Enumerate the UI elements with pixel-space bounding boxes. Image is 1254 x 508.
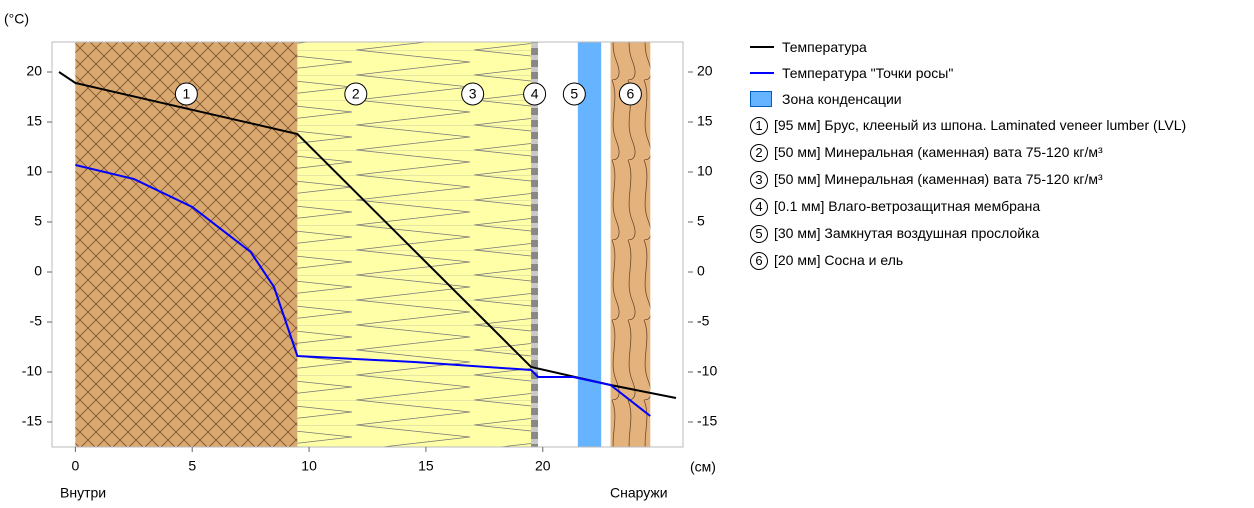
y2-tick-label: 5 bbox=[697, 213, 705, 229]
layer-description: [50 мм] Минеральная (каменная) вата 75-1… bbox=[774, 144, 1103, 160]
layer-number: 2 bbox=[750, 144, 768, 162]
layer-number: 1 bbox=[182, 86, 190, 102]
layer-number: 6 bbox=[750, 252, 768, 270]
legend: Температура Температура "Точки росы" Зона … bbox=[748, 38, 1248, 278]
y-tick-label: 15 bbox=[26, 113, 42, 129]
layer-legend-entry: 4 [0.1 мм] Влаго-ветрозащитная мембрана bbox=[748, 197, 1248, 216]
layer-number: 3 bbox=[469, 86, 477, 102]
x-tick-label: 0 bbox=[71, 458, 79, 474]
layer-description: [0.1 мм] Влаго-ветрозащитная мембрана bbox=[774, 198, 1040, 214]
legend-symbol bbox=[748, 64, 782, 82]
y2-tick-label: -15 bbox=[697, 413, 717, 429]
layer-number: 1 bbox=[750, 117, 768, 135]
layer-legend-entry: 5 [30 мм] Замкнутая воздушная прослойка bbox=[748, 224, 1248, 243]
layer-legend-entry: 3 [50 мм] Минеральная (каменная) вата 75-… bbox=[748, 170, 1248, 189]
y2-tick-label: -5 bbox=[697, 313, 710, 329]
y-tick-label: 20 bbox=[26, 63, 42, 79]
x-tick-label: 20 bbox=[535, 458, 551, 474]
layer-legend-entry: 6 [20 мм] Сосна и ель bbox=[748, 251, 1248, 270]
legend-symbol bbox=[748, 90, 782, 108]
y2-tick-label: 0 bbox=[697, 263, 705, 279]
x-tick-label: 10 bbox=[301, 458, 317, 474]
layer-legend-entry: 1 [95 мм] Брус, клееный из шпона. Laminat… bbox=[748, 116, 1248, 135]
layer-number: 4 bbox=[531, 86, 539, 102]
y-axis-label: (°C) bbox=[4, 11, 29, 27]
y2-tick-label: 10 bbox=[697, 163, 713, 179]
legend-entry: Температура bbox=[748, 38, 1248, 56]
y2-tick-label: 20 bbox=[697, 63, 713, 79]
layer-description: [50 мм] Минеральная (каменная) вата 75-1… bbox=[774, 171, 1103, 187]
y-tick-label: -5 bbox=[30, 313, 43, 329]
layer-description: [30 мм] Замкнутая воздушная прослойка bbox=[774, 225, 1039, 241]
x-axis-label: (см) bbox=[690, 459, 716, 475]
x-tick-label: 15 bbox=[418, 458, 434, 474]
page: (°C) -15-15-10-10-5-50055101015152020051… bbox=[0, 0, 1254, 508]
layer-legend-entry: 2 [50 мм] Минеральная (каменная) вата 75-… bbox=[748, 143, 1248, 162]
y-tick-label: -15 bbox=[22, 413, 42, 429]
y-tick-label: 5 bbox=[34, 213, 42, 229]
legend-entry: Температура "Точки росы" bbox=[748, 64, 1248, 82]
layer-number: 6 bbox=[627, 86, 635, 102]
y-tick-label: -10 bbox=[22, 363, 42, 379]
layer-number: 4 bbox=[750, 198, 768, 216]
legend-symbol bbox=[748, 38, 782, 56]
x-tick-label: 5 bbox=[188, 458, 196, 474]
y-tick-label: 10 bbox=[26, 163, 42, 179]
outside-label: Снаружи bbox=[610, 485, 668, 501]
inside-label: Внутри bbox=[60, 485, 106, 501]
y-tick-label: 0 bbox=[34, 263, 42, 279]
y2-tick-label: 15 bbox=[697, 113, 713, 129]
legend-entry: Зона конденсации bbox=[748, 90, 1248, 108]
y2-tick-label: -10 bbox=[697, 363, 717, 379]
legend-text: Температура "Точки росы" bbox=[782, 64, 953, 82]
layer-number: 5 bbox=[750, 225, 768, 243]
legend-text: Температура bbox=[782, 38, 867, 56]
legend-text: Зона конденсации bbox=[782, 90, 902, 108]
layer-number: 3 bbox=[750, 171, 768, 189]
layer-description: [95 мм] Брус, клееный из шпона. Laminate… bbox=[774, 117, 1186, 133]
layer-description: [20 мм] Сосна и ель bbox=[774, 252, 903, 268]
layer-number: 5 bbox=[570, 86, 578, 102]
layer-number: 2 bbox=[352, 86, 360, 102]
